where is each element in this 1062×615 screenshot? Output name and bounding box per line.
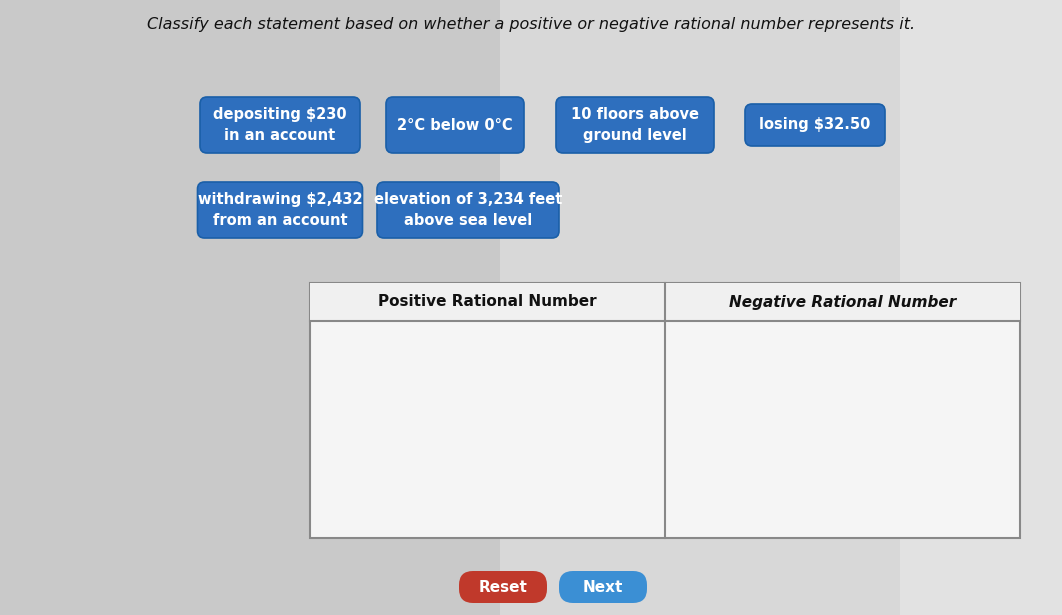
FancyBboxPatch shape [746,104,885,146]
FancyBboxPatch shape [559,571,647,603]
Text: Reset: Reset [479,579,528,595]
FancyBboxPatch shape [459,571,547,603]
Text: elevation of 3,234 feet
above sea level: elevation of 3,234 feet above sea level [374,192,562,228]
Text: Next: Next [583,579,623,595]
Bar [310,283,1020,321]
Bar [900,0,1062,615]
Text: losing $32.50: losing $32.50 [759,117,871,132]
Text: 10 floors above
ground level: 10 floors above ground level [571,107,699,143]
Text: 2°C below 0°C: 2°C below 0°C [397,117,513,132]
FancyBboxPatch shape [556,97,714,153]
Text: Negative Rational Number: Negative Rational Number [729,295,956,309]
FancyBboxPatch shape [377,182,559,238]
Bar [310,283,1020,538]
Text: Classify each statement based on whether a positive or negative rational number : Classify each statement based on whether… [147,17,915,32]
FancyBboxPatch shape [198,182,362,238]
Text: withdrawing $2,432
from an account: withdrawing $2,432 from an account [198,192,362,228]
Text: depositing $230
in an account: depositing $230 in an account [213,107,347,143]
FancyBboxPatch shape [200,97,360,153]
Bar [500,0,1062,615]
FancyBboxPatch shape [386,97,524,153]
Text: Positive Rational Number: Positive Rational Number [378,295,597,309]
